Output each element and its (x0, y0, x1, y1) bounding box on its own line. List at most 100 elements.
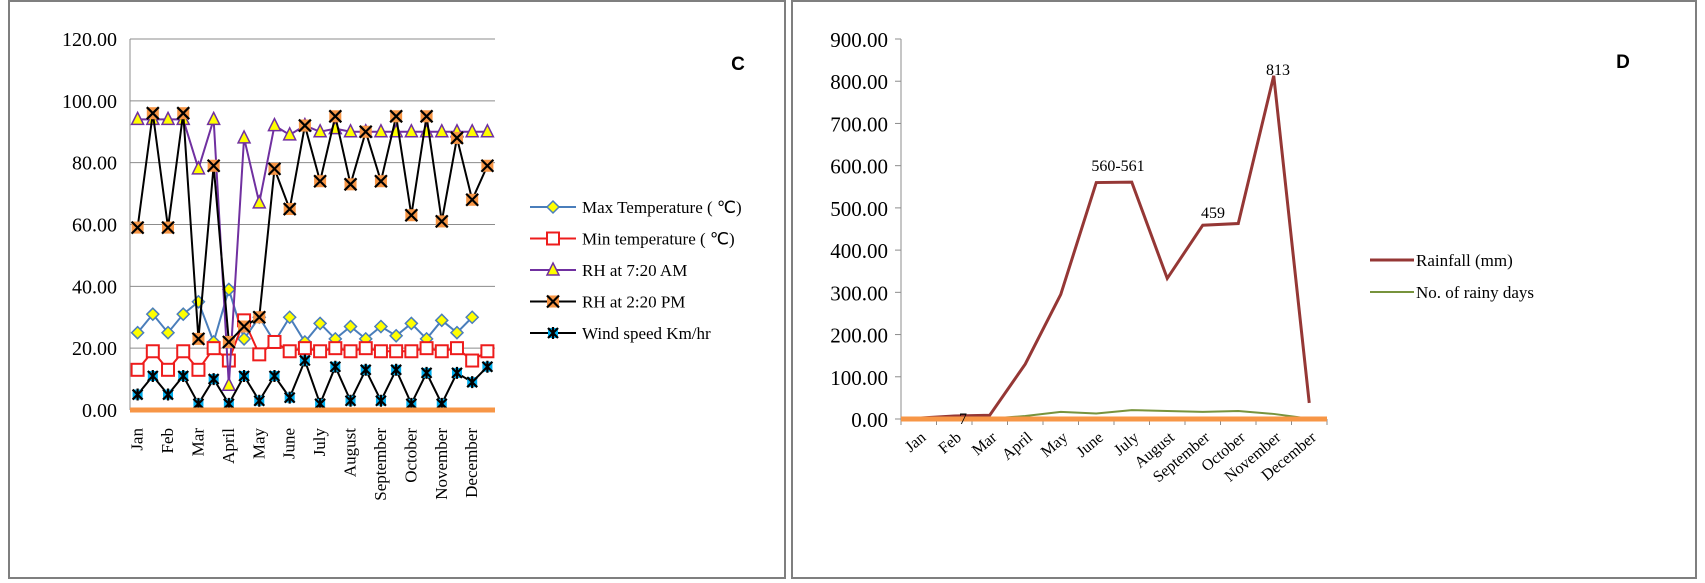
x-tick-label-c: September (371, 428, 390, 501)
chart-panel-c: 0.00 20.00 40.00 60.00 80.00 100.00 120.00 Jan F… (8, 0, 786, 579)
x-tick-label-d: Jan (902, 429, 929, 456)
data-point-c-2-14 (343, 123, 358, 138)
data-point-c-3-0-cross (130, 220, 145, 235)
data-point-c-4-8 (253, 394, 266, 407)
data-point-c-4-9-cross (268, 369, 281, 382)
x-tick-label-c: July (310, 428, 329, 457)
data-point-c-0-12 (313, 316, 328, 331)
data-point-c-4-21 (451, 366, 463, 379)
data-point-c-3-14 (343, 177, 358, 192)
data-point-c-3-19 (419, 109, 434, 124)
data-point-c-3-9 (267, 162, 282, 176)
data-point-c-3-5 (206, 158, 221, 173)
data-point-c-1-11 (297, 341, 312, 356)
y-tick-label-c: 80.00 (72, 153, 117, 175)
data-point-c-0-1 (145, 307, 160, 322)
data-point-c-4-11 (299, 354, 311, 367)
data-point-c-3-6-cross (222, 335, 236, 349)
legend-label-c-0: Max Temperature ( ℃) (582, 198, 742, 217)
data-point-c-4-3 (177, 369, 190, 382)
data-point-c-1-18 (404, 344, 419, 359)
data-point-c-2-10 (282, 126, 297, 141)
data-point-c-3-16 (374, 174, 388, 188)
data-point-c-0-16 (373, 319, 388, 334)
x-tick-label-d: May (1038, 429, 1071, 461)
legend-marker-c-4-cross (547, 327, 559, 339)
data-point-c-3-18 (404, 208, 419, 223)
data-point-c-3-12-cross (313, 174, 327, 188)
data-point-c-2-23 (480, 123, 495, 138)
data-point-c-3-22-cross (465, 192, 479, 207)
legend-marker-c-2 (545, 261, 561, 276)
legend-marker-c-4 (547, 327, 559, 339)
data-point-c-3-23-cross (480, 158, 495, 173)
data-point-c-1-21 (449, 341, 464, 356)
data-point-c-2-18 (404, 123, 419, 138)
y-tick-label-c: 120.00 (62, 29, 117, 51)
data-point-c-4-7-cross (238, 369, 250, 382)
data-point-c-1-3 (176, 344, 191, 359)
data-point-c-0-22 (465, 310, 480, 325)
data-point-c-4-21-cross (451, 366, 463, 379)
data-point-c-2-16 (373, 123, 389, 138)
data-point-c-3-3-cross (176, 106, 191, 120)
data-point-c-3-19-cross (419, 109, 434, 124)
data-point-c-1-20 (434, 344, 449, 359)
data-point-c-3-0 (130, 220, 145, 235)
data-point-c-4-10 (283, 391, 296, 404)
annotation-d-3: 813 (1266, 62, 1290, 79)
y-tick-label-d: 200.00 (830, 324, 888, 348)
data-point-c-3-14-cross (343, 177, 358, 192)
annotation-d-1: 560-561 (1091, 158, 1144, 175)
data-point-c-3-23 (480, 158, 495, 173)
data-point-c-3-10 (282, 202, 297, 216)
data-point-c-4-17-cross (390, 363, 402, 376)
legend-marker-c-1 (546, 231, 560, 246)
x-tick-label-c: Jan (128, 428, 147, 451)
data-point-c-0-7 (237, 331, 252, 346)
data-point-c-1-0 (130, 362, 145, 377)
data-point-c-4-17 (390, 363, 402, 376)
x-tick-label-d: April (999, 429, 1036, 464)
series-c-1 (130, 313, 495, 377)
data-point-c-3-18-cross (404, 208, 419, 223)
data-point-c-3-3 (176, 106, 191, 120)
data-point-c-4-23 (481, 360, 494, 373)
data-point-c-4-8-cross (253, 394, 266, 407)
y-tick-label-d: 600.00 (830, 155, 888, 179)
data-point-c-4-2 (162, 388, 174, 401)
data-point-c-3-11 (298, 118, 312, 133)
legend-label-c-4: Wind speed Km/hr (582, 324, 711, 343)
data-point-c-1-23 (480, 344, 495, 359)
y-tick-label-c: 100.00 (62, 91, 117, 113)
x-tick-label-c: Mar (188, 428, 207, 457)
data-point-c-3-8-cross (252, 310, 267, 325)
series-c-4 (131, 354, 494, 410)
data-point-c-3-6 (222, 335, 236, 349)
data-point-c-4-23-cross (481, 360, 494, 373)
data-point-c-0-0 (130, 325, 145, 340)
data-point-c-1-8 (252, 347, 267, 362)
data-point-c-3-1-cross (146, 106, 160, 120)
data-point-c-3-17 (389, 109, 403, 124)
data-point-c-2-22 (464, 123, 480, 138)
data-point-c-3-11-cross (298, 118, 312, 133)
data-point-c-4-13 (329, 360, 342, 373)
data-point-c-3-4-cross (191, 332, 206, 346)
data-point-c-3-21 (450, 131, 464, 145)
data-point-c-1-22 (465, 353, 480, 368)
data-point-c-3-13-cross (328, 109, 343, 124)
data-point-c-1-1 (145, 344, 160, 359)
annotation-d-2: 459 (1201, 205, 1225, 222)
data-point-c-4-0-cross (131, 388, 144, 401)
data-point-c-3-7-cross (237, 319, 251, 334)
data-point-c-2-5 (206, 110, 221, 126)
legend-label-c-3: RH at 2:20 PM (582, 293, 685, 312)
data-point-c-4-16-cross (375, 394, 387, 407)
data-point-c-4-5 (207, 373, 220, 386)
data-point-c-4-0 (131, 388, 144, 401)
data-point-c-2-7 (236, 129, 252, 144)
x-tick-label-c: April (219, 428, 238, 464)
legend-label-d-0: Rainfall (mm) (1416, 251, 1513, 270)
y-tick-label-d: 400.00 (830, 239, 888, 263)
